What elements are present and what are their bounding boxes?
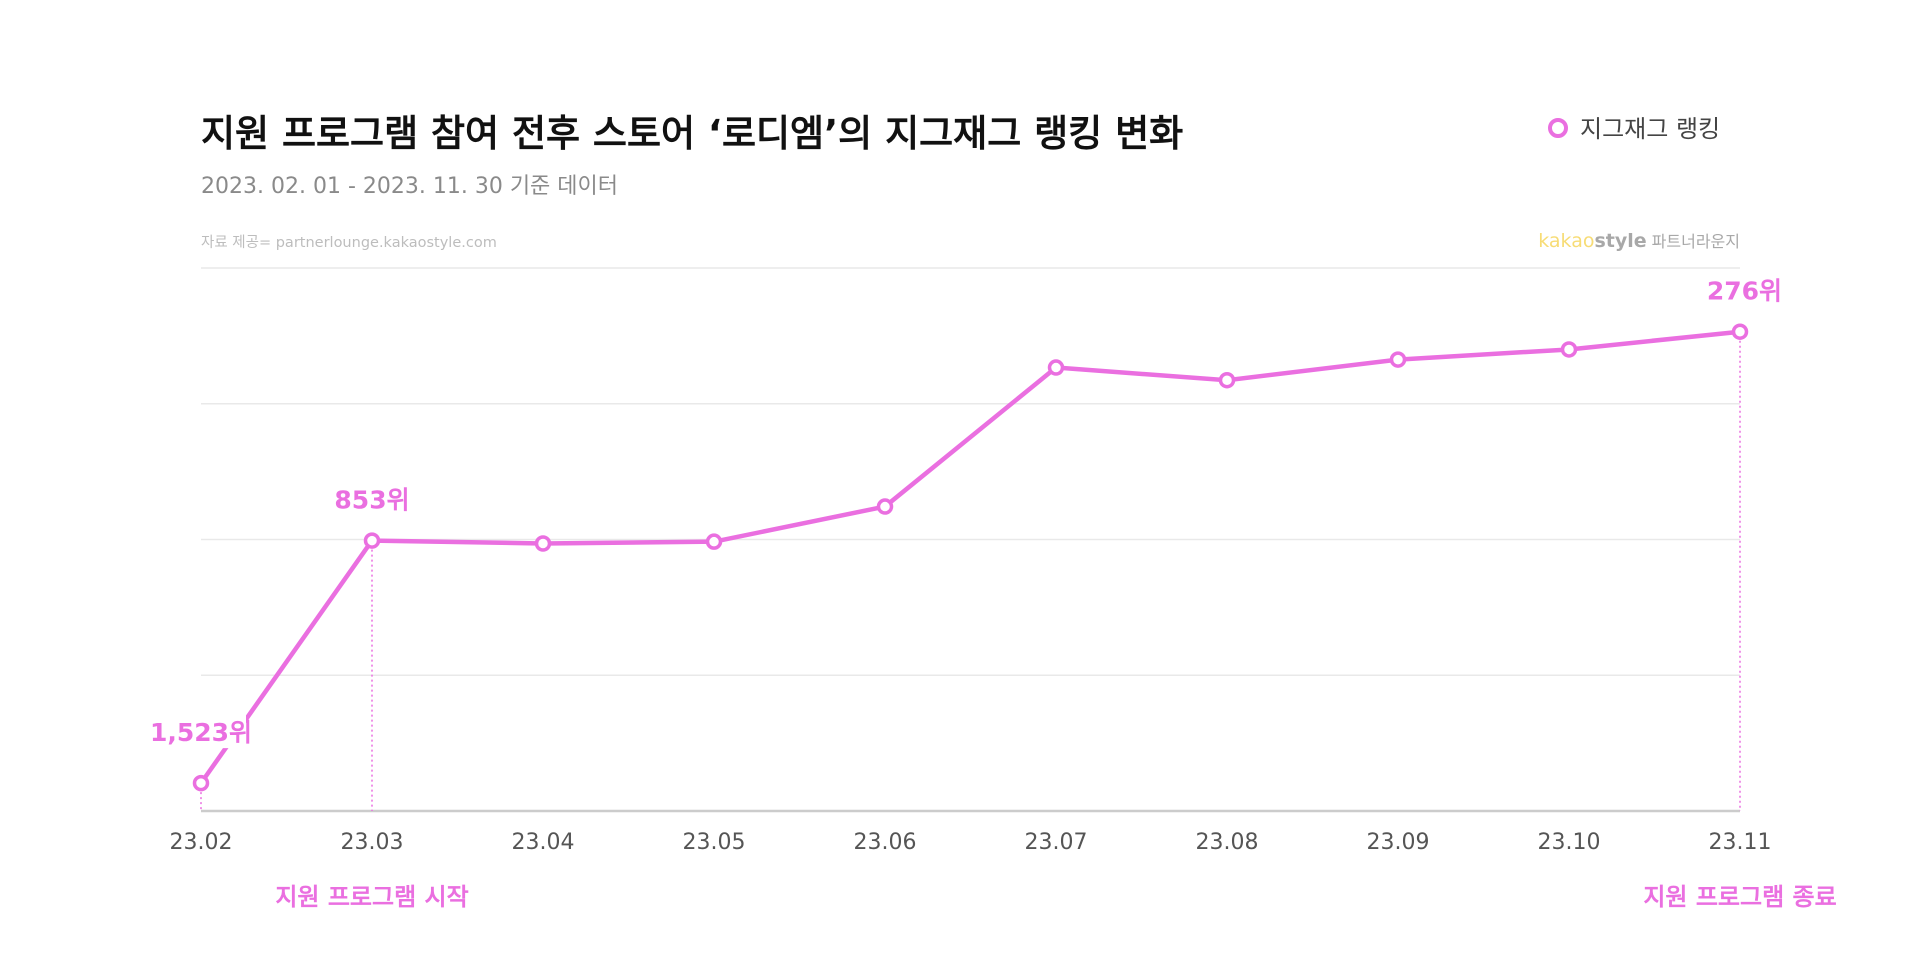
x-tick-label: 23.06 — [854, 830, 917, 855]
marker-label: 지원 프로그램 종료 — [1643, 883, 1836, 911]
ranking-series-line — [198, 329, 1743, 786]
legend-marker-icon — [1548, 118, 1568, 138]
series-points — [192, 323, 1749, 792]
x-tick-label: 23.02 — [170, 830, 233, 855]
chart-title: 지원 프로그램 참여 전후 스토어 ‘로디엠’의 지그재그 랭킹 변화 — [201, 112, 1183, 155]
legend-label: 지그재그 랭킹 — [1580, 115, 1720, 143]
x-tick-label: 23.09 — [1367, 830, 1430, 855]
data-point — [1218, 371, 1236, 389]
marker-labels: 지원 프로그램 시작 지원 프로그램 종료 — [275, 883, 1836, 911]
data-point — [534, 535, 552, 552]
brand-style: style — [1594, 230, 1646, 252]
brand-suffix: 파트너라운지 — [1652, 232, 1740, 251]
data-point — [363, 532, 381, 549]
series-line — [198, 329, 1743, 786]
chart-subtitle: 2023. 02. 01 - 2023. 11. 30 기준 데이터 — [201, 174, 618, 199]
x-tick-label: 23.03 — [341, 830, 404, 855]
data-point — [1047, 359, 1065, 376]
brand-kakao: kakao — [1538, 230, 1594, 252]
point-label-background — [156, 714, 246, 749]
source-note: 자료 제공= partnerlounge.kakaostyle.com — [201, 234, 497, 251]
legend: 지그재그 랭킹 — [1548, 115, 1720, 143]
brand-logo: kakaostyle 파트너라운지 — [1538, 230, 1740, 252]
data-point — [1389, 351, 1407, 368]
data-point — [876, 498, 894, 515]
point-label: 276위 — [1707, 277, 1782, 306]
grid — [201, 267, 1740, 813]
data-point — [1560, 341, 1578, 358]
x-tick-label: 23.10 — [1538, 830, 1601, 855]
x-tick-label: 23.05 — [683, 830, 746, 855]
data-point — [705, 533, 723, 550]
x-axis-ticks: 23.02 23.03 23.04 23.05 23.06 23.07 23.08 23.09… — [170, 830, 1772, 855]
data-point — [1731, 323, 1749, 340]
point-label: 1,523위 — [150, 718, 252, 747]
x-tick-label: 23.11 — [1709, 830, 1772, 855]
marker-guides — [200, 340, 1741, 811]
point-label: 853위 — [334, 486, 409, 515]
data-point — [192, 774, 210, 792]
marker-label: 지원 프로그램 시작 — [275, 883, 468, 911]
x-tick-label: 23.04 — [512, 830, 575, 855]
point-labels: 1,523위 853위 276위 — [150, 277, 1782, 749]
x-tick-label: 23.08 — [1196, 830, 1259, 855]
x-tick-label: 23.07 — [1025, 830, 1088, 855]
